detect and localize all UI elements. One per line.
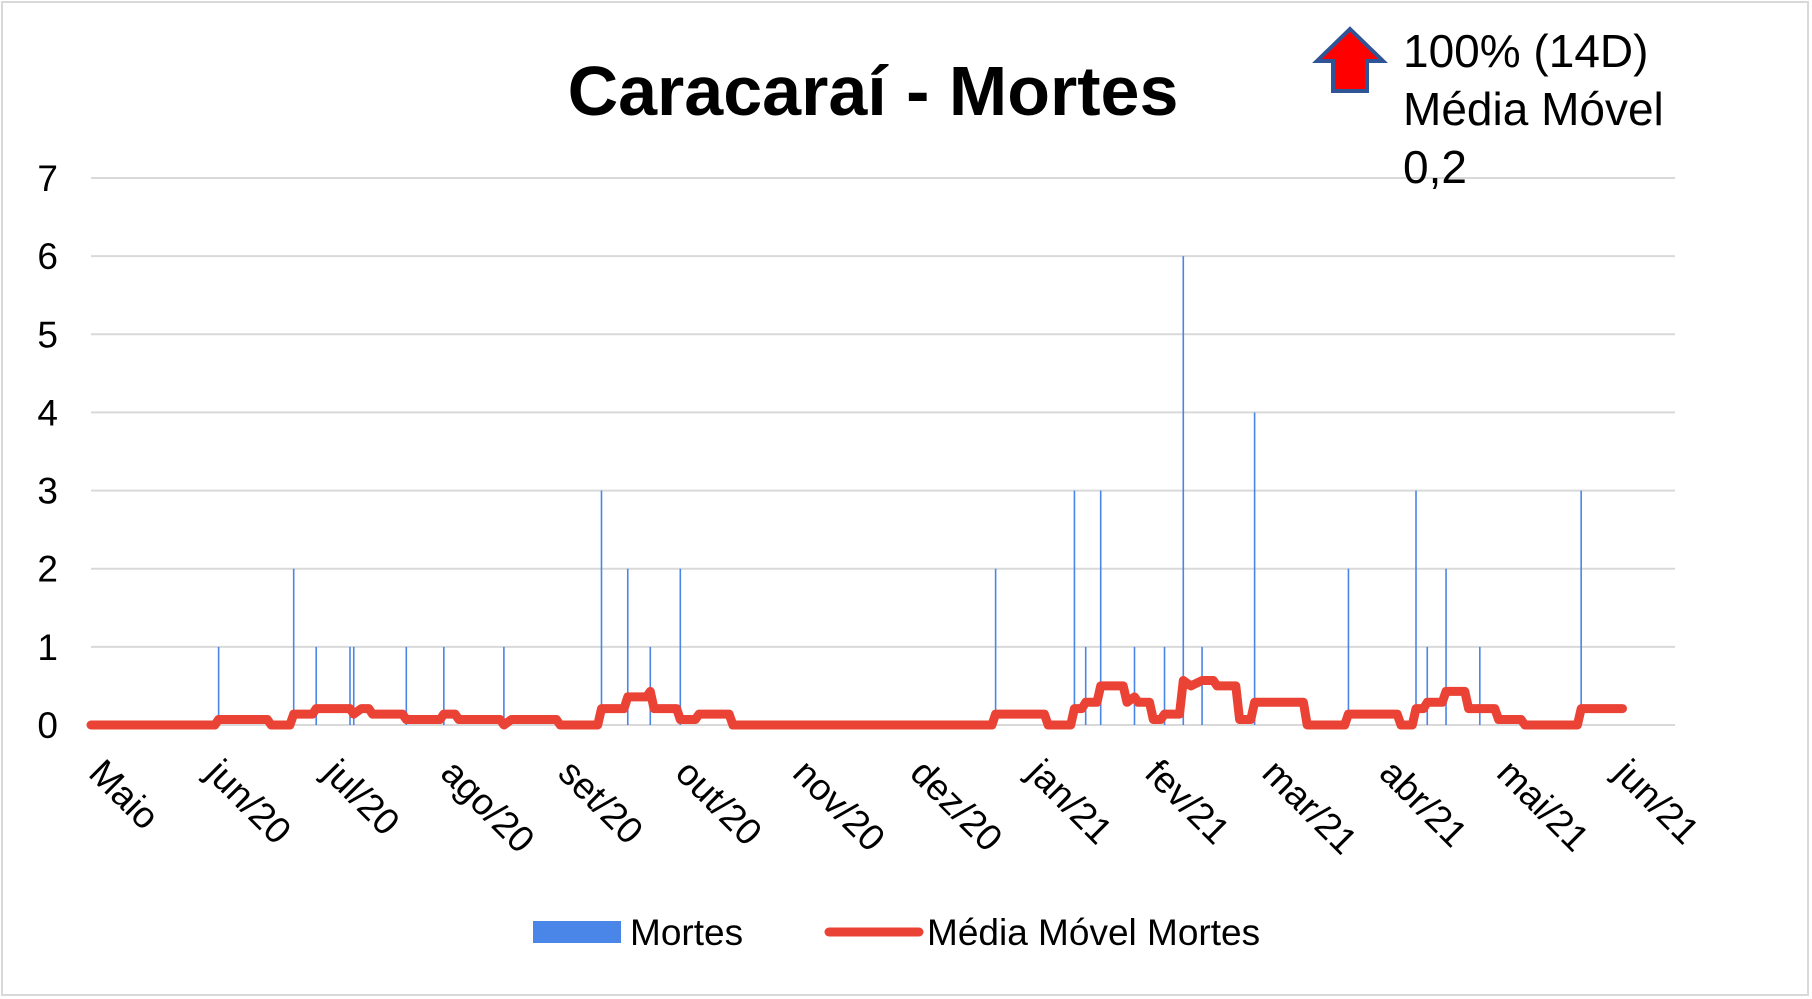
x-tick-label: jun/20 <box>198 751 299 852</box>
bar <box>1445 568 1447 725</box>
x-tick-label: nov/20 <box>785 752 893 860</box>
y-tick-label: 5 <box>37 314 58 355</box>
legend: Mortes Média Móvel Mortes <box>533 912 1260 953</box>
bar <box>1201 646 1203 725</box>
up-arrow-icon <box>1312 26 1388 93</box>
bar <box>626 568 629 725</box>
bar <box>1182 256 1185 725</box>
bar <box>443 646 445 725</box>
y-tick-label: 7 <box>37 158 58 199</box>
bar <box>503 646 505 725</box>
bar <box>217 646 220 725</box>
bar <box>349 646 351 725</box>
bar <box>1580 490 1582 725</box>
y-tick-label: 2 <box>37 549 58 590</box>
bar <box>292 568 295 725</box>
chart-title: Caracaraí - Mortes <box>568 52 1179 130</box>
bar <box>315 646 318 725</box>
bar <box>1084 646 1087 725</box>
bar <box>1347 568 1350 725</box>
media-movel-line <box>86 676 1627 730</box>
x-tick-label: Maio <box>81 752 167 838</box>
y-tick-label: 0 <box>37 705 58 746</box>
x-tick-label: mar/21 <box>1255 752 1365 862</box>
x-tick-label: fev/21 <box>1137 752 1237 852</box>
x-tick-label: abr/21 <box>1372 752 1475 855</box>
chart-canvas: 0 1 2 3 4 5 6 7 Maio jun/20 jul/20 ago/20 set/20 out… <box>37 25 1707 953</box>
bar <box>1133 646 1136 725</box>
x-tick-label: jul/20 <box>315 751 407 843</box>
legend-label-mortes: Mortes <box>630 912 743 953</box>
bar <box>405 646 408 725</box>
media-movel-series-line <box>86 676 1627 730</box>
x-axis-ticks: Maio jun/20 jul/20 ago/20 set/20 out/20 nov/20… <box>81 751 1707 862</box>
bar <box>1479 646 1481 725</box>
bar <box>1426 646 1429 725</box>
x-tick-label: out/20 <box>668 752 770 854</box>
x-tick-label: dez/20 <box>903 752 1011 860</box>
bar <box>1163 646 1166 725</box>
annotation-line-1: 100% (14D) <box>1403 25 1648 77</box>
annotation: 100% (14D) Média Móvel 0,2 <box>1312 25 1664 193</box>
bar <box>1073 490 1076 725</box>
gridlines <box>91 177 1675 726</box>
bar <box>352 646 355 725</box>
annotation-line-3: 0,2 <box>1403 141 1467 193</box>
annotation-line-2: Média Móvel <box>1403 83 1664 135</box>
bar <box>679 568 682 725</box>
x-tick-label: jan/21 <box>1019 751 1120 852</box>
y-axis-ticks: 0 1 2 3 4 5 6 7 <box>37 158 58 746</box>
y-tick-label: 1 <box>37 627 58 668</box>
x-tick-label: jun/21 <box>1606 751 1707 852</box>
mortes-bars <box>217 256 1582 725</box>
legend-swatch-mortes <box>533 921 621 943</box>
bar <box>1099 490 1102 725</box>
bar <box>649 646 652 725</box>
x-tick-label: set/20 <box>551 752 651 852</box>
y-tick-label: 4 <box>37 392 58 433</box>
y-tick-label: 6 <box>37 236 58 277</box>
bar <box>994 568 997 725</box>
bar <box>600 490 603 725</box>
x-tick-label: ago/20 <box>433 752 542 861</box>
bar <box>1253 412 1256 725</box>
x-tick-label: mai/21 <box>1489 752 1597 860</box>
bar <box>1415 490 1417 725</box>
legend-label-media-movel: Média Móvel Mortes <box>927 912 1260 953</box>
y-tick-label: 3 <box>37 471 58 512</box>
